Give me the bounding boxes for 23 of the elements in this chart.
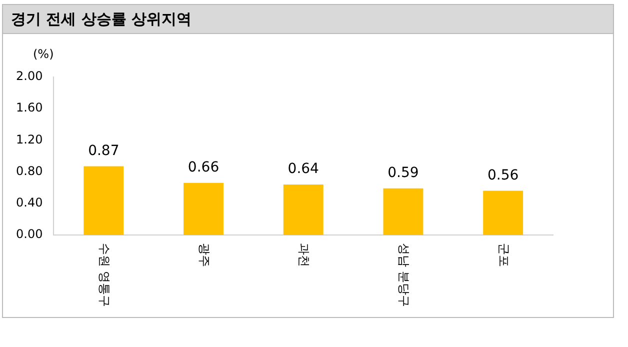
x-tick-label: 군포 bbox=[496, 243, 511, 267]
y-tick-label: 2.00 bbox=[16, 69, 43, 84]
data-label: 0.56 bbox=[487, 167, 519, 184]
bar bbox=[184, 182, 224, 235]
bar bbox=[483, 190, 524, 235]
bar bbox=[84, 166, 124, 235]
x-tick-label: 광주 bbox=[197, 243, 212, 267]
y-tick-label: 0.40 bbox=[16, 196, 43, 210]
bar bbox=[383, 188, 424, 235]
data-label: 0.64 bbox=[288, 161, 320, 178]
y-tick-label: 0.00 bbox=[16, 227, 43, 242]
x-tick-label: 과천 bbox=[297, 243, 312, 267]
data-label: 0.66 bbox=[188, 160, 220, 176]
x-tick-label: 수원 영통구 bbox=[98, 243, 112, 307]
y-tick-label: 0.80 bbox=[16, 164, 43, 178]
data-label: 0.87 bbox=[88, 142, 120, 159]
chart-title: 경기 전세 상승률 상위지역 bbox=[3, 5, 613, 34]
y-tick-label: 1.60 bbox=[16, 100, 43, 115]
y-axis-title: (%) bbox=[33, 47, 54, 61]
data-label: 0.59 bbox=[388, 165, 419, 182]
y-tick-label: 1.20 bbox=[16, 132, 43, 146]
bar bbox=[283, 184, 324, 235]
x-tick-label: 성남 분당구 bbox=[397, 243, 412, 307]
